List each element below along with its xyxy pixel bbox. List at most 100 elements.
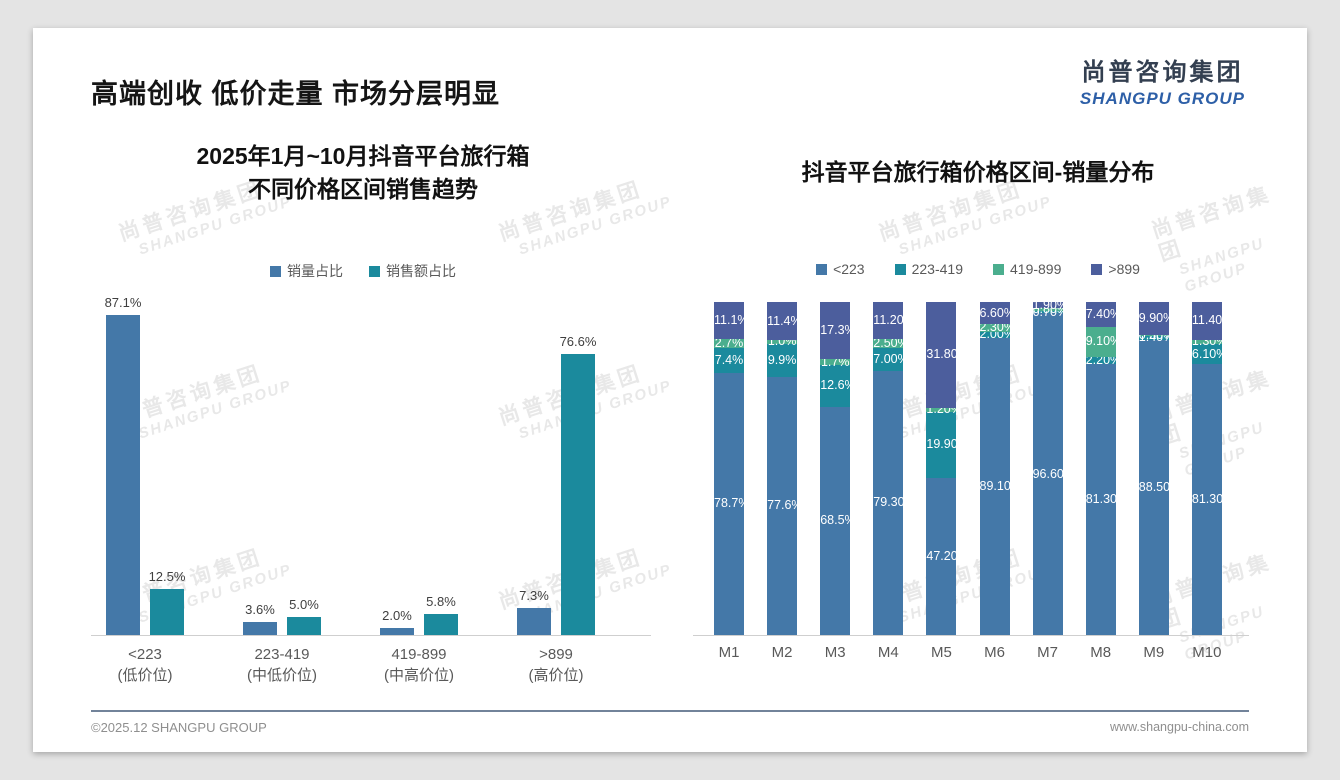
stacked-bar-M3: 68.5% 12.6% 1.7% 17.3% [820, 301, 851, 635]
watermark-cn: 尚普咨询集团 [115, 545, 266, 614]
month-label-M3: M3 [824, 644, 846, 661]
segment-<223-M9 [1138, 340, 1169, 635]
segment-label-419-899-M3: 1.7% [820, 354, 850, 369]
segment-label-<223-M9: 88.50% [1138, 480, 1169, 495]
segment-<223-M5 [926, 477, 957, 635]
segment->899-M9 [1138, 301, 1169, 335]
stacked-bar-M6: 89.10% 2.00%2.30%6.60% [979, 302, 1010, 635]
segment->899-M7 [1032, 302, 1063, 309]
segment->899-M3 [820, 301, 851, 360]
stacked-bar-M4: 79.30% 7.00%2.50% 11.20% [873, 302, 904, 635]
right-chart-x-axis [693, 635, 1249, 636]
segment-419-899-M5 [926, 407, 957, 412]
category-label-419-899: 419-899 (中高价位) [349, 644, 489, 686]
month-label-M8: M8 [1090, 644, 1112, 661]
bar-value-销量占比->899: 7.3% [519, 588, 549, 604]
segment-<223-M3 [820, 406, 851, 635]
footer-divider [91, 710, 1249, 712]
right-legend-item-2: 419-899 [993, 261, 1061, 277]
left-chart-plot-area: 87.1% 12.5% <223 (低价位) 3.6% 5.0% 223-419 (中低价位)… [33, 28, 1307, 752]
right-legend-swatch-3 [1091, 263, 1103, 275]
month-label-M6: M6 [984, 644, 1005, 661]
right-legend-swatch-0 [816, 263, 828, 275]
watermark-cn: 尚普咨询集团 [1148, 550, 1275, 634]
right-legend-item-1: 223-419 [894, 261, 963, 277]
bar-value-销售额占比-419-899: 5.8% [426, 593, 456, 609]
segment-223-419-M10 [1191, 343, 1222, 365]
stacked-bar-M2: 77.6% 9.9% 1.0% 11.4% [767, 302, 798, 635]
segment-label-<223-M1: 78.7% [714, 496, 744, 511]
segment-label->899-M8: 7.40% [1085, 306, 1116, 321]
stacked-bar-M7: 96.60% 0.70%0.80%1.90% [1032, 302, 1063, 635]
watermark-cn: 尚普咨询集团 [115, 361, 266, 430]
watermark-en: SHANGPU GROUP [1176, 602, 1267, 664]
segment-419-899-M4 [873, 339, 904, 348]
segment-label-223-419-M6: 2.00% [979, 327, 1010, 342]
month-label-M2: M2 [771, 644, 793, 661]
left-chart-title: 2025年1月~10月抖音平台旅行箱 不同价格区间销售趋势 [73, 140, 653, 206]
category-label->899: >899 (高价位) [486, 644, 626, 686]
segment-label-223-419-M10: 6.10% [1191, 346, 1222, 361]
watermark: 尚普咨询集团 SHANGPU GROUP [1149, 175, 1317, 301]
company-logo: 尚普咨询集团 SHANGPU GROUP [1080, 58, 1245, 110]
bar-value-销售额占比-<223: 12.5% [148, 569, 186, 585]
segment-label-419-899-M9: 0.30% [1138, 327, 1169, 342]
category-tier->899: (高价位) [528, 667, 584, 684]
segment-label-<223-M4: 79.30% [873, 495, 904, 510]
segment-label-223-419-M9: 1.40% [1138, 330, 1169, 345]
bar-value-销量占比-223-419: 3.6% [245, 601, 275, 617]
segment-419-899-M2 [767, 340, 798, 344]
category-tier-419-899: (中高价位) [384, 667, 454, 684]
segment-label->899-M7: 1.90% [1032, 302, 1063, 312]
right-legend-swatch-1 [894, 263, 906, 275]
right-chart-legend: <223 223-419 419-899 >899 [688, 261, 1268, 277]
segment-label-223-419-M2: 9.9% [767, 352, 797, 367]
footer-copyright: ©2025.12 SHANGPU GROUP [91, 720, 267, 735]
segment->899-M10 [1191, 301, 1222, 340]
segment-419-899-M3 [820, 359, 851, 365]
segment-<223-M4 [873, 370, 904, 635]
right-legend-label-2: 419-899 [1010, 261, 1062, 277]
segment-label-223-419-M4: 7.00% [873, 351, 903, 366]
stacked-bar-M9: 88.50% 1.40%0.30% 9.90% [1138, 301, 1169, 635]
left-chart-legend: 销量占比 销售额占比 [73, 261, 653, 281]
segment-label-<223-M10: 81.30% [1191, 492, 1222, 507]
month-label-M7: M7 [1037, 644, 1059, 661]
left-legend-label-1: 销售额占比 [386, 263, 456, 279]
segment-label-419-899-M5: 1.20% [926, 402, 956, 417]
watermark: 尚普咨询集团 SHANGPU GROUP [876, 538, 1055, 632]
category-range-<223: <223 [128, 646, 162, 663]
segment-label->899-M6: 6.60% [979, 305, 1010, 320]
segment-label-419-899-M4: 2.50% [873, 335, 903, 350]
slide-title: 高端创收 低价走量 市场分层明显 [91, 79, 501, 109]
segment-label-<223-M7: 96.60% [1032, 466, 1063, 481]
segment-label-<223-M6: 89.10% [979, 479, 1010, 494]
segment->899-M8 [1085, 302, 1116, 327]
left-legend-swatch-0 [270, 265, 281, 277]
segment-223-419-M2 [767, 343, 798, 377]
stacked-bar-M10: 81.30% 6.10%1.30% 11.40% [1191, 301, 1222, 635]
segment-223-419-M5 [926, 411, 957, 478]
month-label-M10: M10 [1192, 644, 1222, 661]
segment-label-419-899-M7: 0.80% [1032, 302, 1063, 317]
stacked-bar-M1: 78.7% 7.4% 2.7% 11.1% [714, 302, 744, 635]
month-label-M4: M4 [877, 644, 899, 661]
segment-223-419-M3 [820, 364, 851, 407]
category-label-<223: <223 (低价位) [75, 644, 215, 686]
left-legend-item-0: 销量占比 [270, 261, 343, 281]
bar-销量占比-<223 [106, 315, 140, 635]
segment-label-<223-M2: 77.6% [767, 498, 797, 513]
logo-chinese-name: 尚普咨询集团 [1081, 59, 1244, 86]
category-range->899: >899 [539, 646, 573, 663]
watermark: 尚普咨询集团 SHANGPU GROUP [1149, 543, 1317, 669]
segment-label-223-419-M1: 7.4% [714, 353, 744, 368]
segment-label-223-419-M7: 0.70% [1032, 304, 1063, 319]
category-tier-<223: (低价位) [117, 667, 173, 684]
watermark-en: SHANGPU GROUP [896, 192, 1055, 259]
segment-<223-M2 [767, 376, 798, 635]
watermark-cn: 尚普咨询集团 [495, 545, 646, 614]
month-label-M9: M9 [1143, 644, 1165, 661]
watermark-cn: 尚普咨询集团 [1148, 366, 1275, 450]
segment-<223-M10 [1191, 364, 1222, 635]
segment-label-419-899-M2: 1.0% [767, 334, 797, 349]
